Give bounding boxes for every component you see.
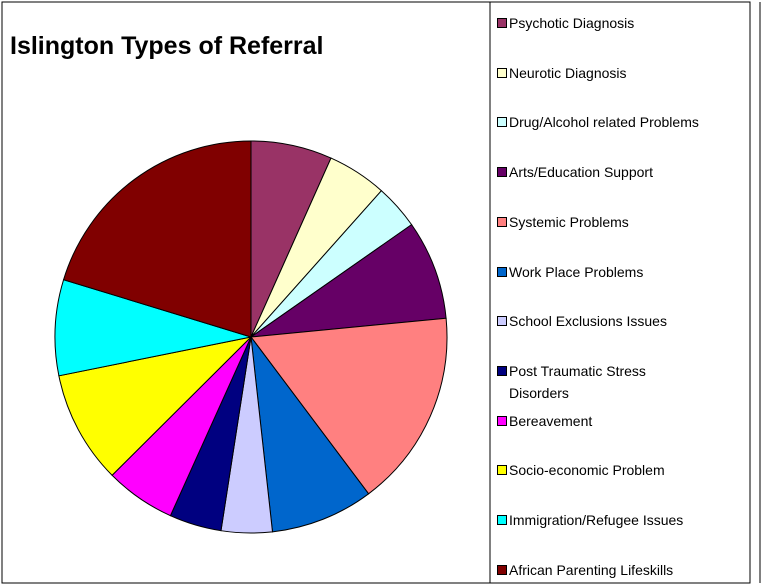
pie-slice — [250, 317, 448, 495]
legend-swatch — [497, 564, 507, 575]
legend-label: Work Place Problems — [509, 263, 644, 280]
legend-label: Immigration/Refugee Issues — [509, 512, 684, 528]
legend-item: Neurotic Diagnosis — [497, 62, 729, 84]
pie-slice — [250, 335, 370, 533]
legend-item: School Exclusions Issues — [497, 310, 729, 332]
legend-item: Post Traumatic Stress Disorders — [497, 360, 729, 404]
legend-swatch — [497, 67, 507, 78]
legend-swatch — [497, 117, 507, 128]
legend-item: Systemic Problems — [497, 211, 729, 233]
legend-label: Post Traumatic Stress Disorders — [509, 362, 646, 401]
legend-label: Systemic Problems — [509, 213, 629, 230]
legend-item: Arts/Education Support — [497, 161, 729, 183]
legend-item: Immigration/Refugee Issues — [497, 509, 729, 531]
legend-label: School Exclusions Issues — [509, 313, 667, 330]
legend-label: Bereavement — [509, 412, 593, 429]
legend-border — [489, 1, 751, 584]
legend-item: Drug/Alcohol related Problems — [497, 111, 729, 133]
legend-label: Arts/Education Support — [509, 164, 653, 181]
chart-title: Islington Types of Referral — [10, 32, 323, 60]
legend-item: Bereavement — [497, 410, 729, 432]
legend-item: Socio-economic Problem — [497, 459, 729, 481]
legend-swatch — [497, 18, 507, 28]
pie-slice — [54, 279, 252, 377]
legend-swatch — [497, 316, 507, 327]
legend-label: Neurotic Diagnosis — [509, 64, 627, 81]
legend-item: Work Place Problems — [497, 261, 729, 283]
legend-swatch — [497, 415, 507, 426]
pie-slice — [62, 140, 252, 338]
legend-swatch — [497, 465, 507, 476]
legend-label: Drug/Alcohol related Problems — [509, 114, 699, 131]
pie-slice — [58, 336, 253, 476]
legend-label: Socio-economic Problem — [509, 462, 665, 479]
legend-label: Psychotic Diagnosis — [509, 15, 635, 31]
legend-swatch — [497, 216, 507, 227]
legend-swatch — [497, 266, 507, 277]
legend-label: African Parenting Lifeskills — [509, 561, 674, 578]
legend-item: Psychotic Diagnosis — [497, 12, 729, 34]
legend-swatch — [497, 167, 507, 178]
legend-swatch — [497, 515, 507, 525]
pie-slice — [249, 223, 447, 338]
legend-item: African Parenting Lifeskills — [497, 559, 729, 581]
legend-swatch — [497, 365, 507, 376]
